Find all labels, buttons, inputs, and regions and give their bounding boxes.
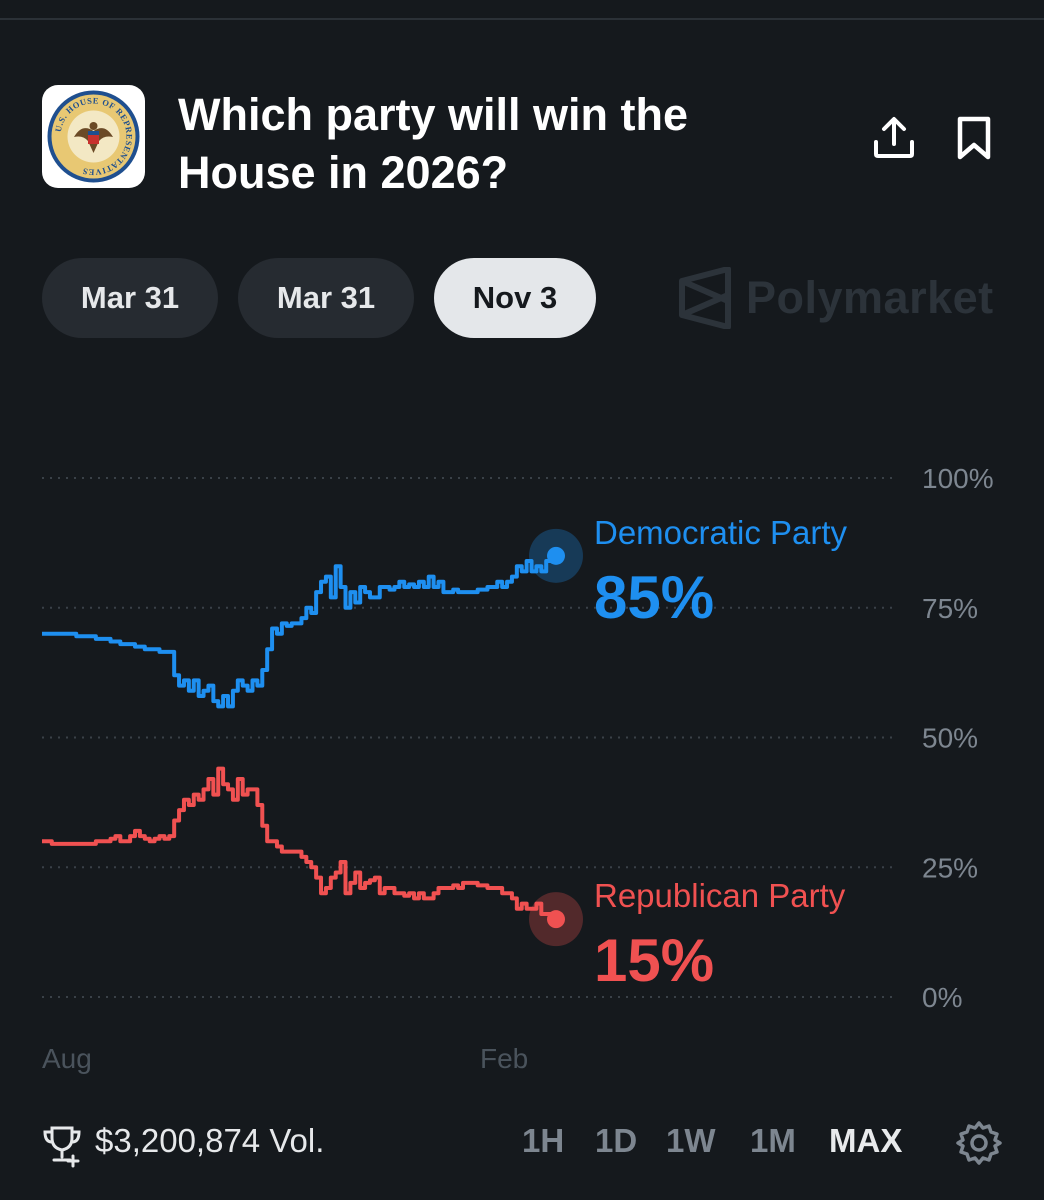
range-1h[interactable]: 1H [522, 1122, 565, 1159]
range-1m[interactable]: 1M [750, 1122, 796, 1159]
range-1w[interactable]: 1W [666, 1122, 716, 1159]
page-title: Which party will win the House in 2026? [178, 89, 689, 198]
democratic-party-line [42, 555, 558, 709]
price-chart: 100%75%50%25%0% Aug Feb Democratic Party … [42, 463, 994, 1074]
polymarket-logo-icon [679, 267, 731, 329]
republican-party-label: Republican Party [594, 877, 846, 914]
date-tab-2[interactable]: Mar 31 [238, 258, 414, 338]
share-button[interactable] [870, 114, 918, 162]
y-tick-label: 75% [922, 593, 978, 624]
polymarket-wordmark: Polymarket [746, 272, 994, 323]
range-1d[interactable]: 1D [595, 1122, 638, 1159]
volume-text: $3,200,874 Vol. [95, 1122, 325, 1159]
trophy-icon [43, 1126, 81, 1168]
x-tick-label: Feb [480, 1043, 528, 1074]
date-tab-3[interactable]: Nov 3 [434, 258, 596, 338]
series-endpoint-dot [547, 910, 565, 929]
y-tick-label: 25% [922, 852, 978, 883]
y-tick-label: 50% [922, 723, 978, 754]
democratic-party-value: 85% [594, 564, 714, 631]
democratic-party-label: Democratic Party [594, 514, 848, 551]
date-tab-1[interactable]: Mar 31 [42, 258, 218, 338]
share-icon [874, 117, 914, 158]
house-seal-logo: U.S. HOUSE OF REPRESENTATIVES [42, 85, 145, 188]
range-max[interactable]: MAX [829, 1122, 903, 1159]
x-tick-label: Aug [42, 1043, 92, 1074]
top-divider [0, 0, 1044, 20]
y-tick-label: 0% [922, 982, 962, 1013]
series-endpoint-dot [547, 546, 565, 565]
y-tick-label: 100% [922, 463, 994, 494]
polymarket-watermark: Polymarket [678, 266, 994, 330]
bookmark-button[interactable] [950, 114, 998, 162]
bookmark-icon [957, 116, 991, 160]
republican-party-line [42, 766, 556, 922]
settings-gear-icon[interactable] [956, 1120, 1002, 1166]
republican-party-value: 15% [594, 927, 714, 994]
footer-bar: $3,200,874 Vol. 1H 1D 1W 1M MAX [0, 1116, 1044, 1176]
